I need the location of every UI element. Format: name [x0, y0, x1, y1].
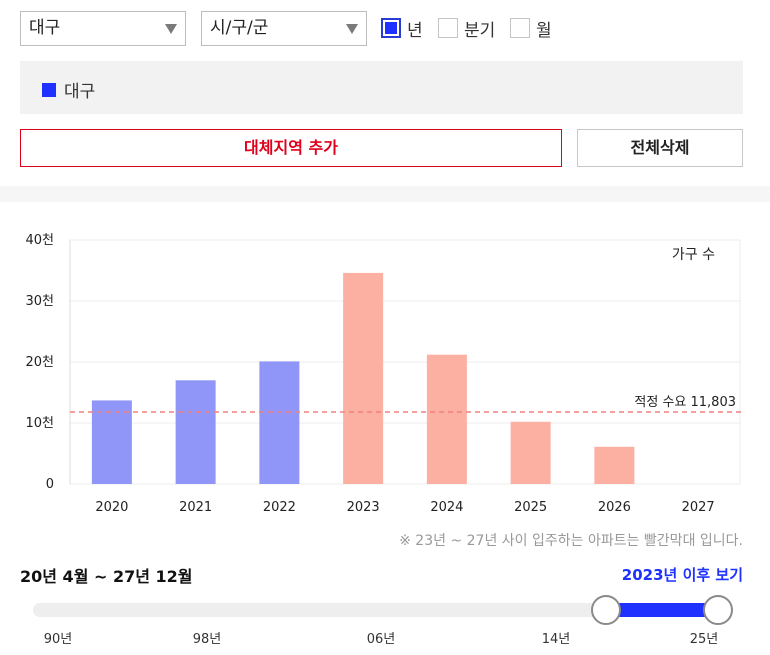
- bar-2020: [91, 400, 132, 484]
- slider-tick-label: 90년: [43, 632, 73, 647]
- period-month-checkbox[interactable]: 월: [510, 17, 552, 41]
- y-tick-label: 10천: [25, 416, 54, 431]
- region-select[interactable]: 대구: [20, 11, 186, 46]
- chart-note: ※ 23년 ~ 27년 사이 입주하는 아파트는 빨간막대 입니다.: [399, 533, 743, 549]
- dropdown-arrow-icon: [165, 24, 177, 34]
- add-alternative-region-button[interactable]: 대체지역 추가: [20, 129, 562, 167]
- slider-tick-label: 06년: [366, 632, 396, 647]
- x-tick-label: 2027: [682, 500, 715, 515]
- supply-bar-chart: 0 10천 20천 30천 40천 2020 2021 2022 2023 2024 2025 202…: [25, 233, 745, 515]
- bar-2021: [175, 380, 216, 484]
- period-year-label: 년: [407, 20, 423, 41]
- period-quarter-label: 분기: [464, 20, 496, 41]
- range-slider-fill: [606, 603, 718, 617]
- city-select-value: 시/구/군: [210, 18, 269, 38]
- bar-2026: [594, 446, 635, 484]
- checkbox-icon[interactable]: [438, 18, 458, 38]
- region-select-value: 대구: [29, 18, 61, 38]
- view-after-2023-link[interactable]: 2023년 이후 보기: [621, 566, 743, 584]
- x-tick-label: 2024: [430, 500, 463, 515]
- region-chip[interactable]: 대구: [42, 77, 95, 102]
- x-tick-label: 2020: [95, 500, 128, 515]
- x-tick-label: 2022: [263, 500, 296, 515]
- slider-tick-label: 14년: [541, 632, 571, 647]
- x-tick-label: 2023: [347, 500, 380, 515]
- range-slider-track[interactable]: [33, 603, 732, 617]
- bar-2024: [426, 354, 467, 484]
- date-range-label: 20년 4월 ~ 27년 12월: [20, 567, 193, 586]
- x-tick-label: 2026: [598, 500, 631, 515]
- legend-swatch-icon: [42, 82, 56, 97]
- y-tick-label: 30천: [25, 294, 54, 309]
- checkbox-checked-icon[interactable]: [381, 18, 401, 38]
- bar-2025: [510, 421, 551, 484]
- reference-line-label: 적정 수요 11,803: [634, 395, 736, 410]
- range-slider-end-handle[interactable]: [703, 595, 734, 625]
- y-tick-label: 20천: [25, 355, 54, 370]
- slider-tick-label: 25년: [689, 632, 719, 647]
- region-chip-label: 대구: [64, 82, 96, 102]
- y-tick-label: 40천: [25, 233, 54, 248]
- slider-tick-label: 98년: [192, 632, 222, 647]
- x-tick-label: 2021: [179, 500, 212, 515]
- range-slider-start-handle[interactable]: [591, 595, 622, 625]
- period-year-checkbox[interactable]: 년: [381, 17, 423, 41]
- period-month-label: 월: [536, 20, 552, 41]
- checkbox-icon[interactable]: [510, 18, 530, 38]
- chart-unit-label: 가구 수: [672, 247, 715, 263]
- y-tick-label: 0: [46, 477, 54, 492]
- bar-2022: [259, 361, 300, 484]
- section-divider: [0, 186, 770, 202]
- dropdown-arrow-icon: [346, 24, 358, 34]
- x-tick-label: 2025: [514, 500, 547, 515]
- city-select[interactable]: 시/구/군: [201, 11, 367, 46]
- selected-regions-panel: 대구: [20, 61, 743, 114]
- period-quarter-checkbox[interactable]: 분기: [438, 17, 496, 41]
- bar-2023: [343, 272, 384, 484]
- clear-all-button[interactable]: 전체삭제: [577, 129, 743, 167]
